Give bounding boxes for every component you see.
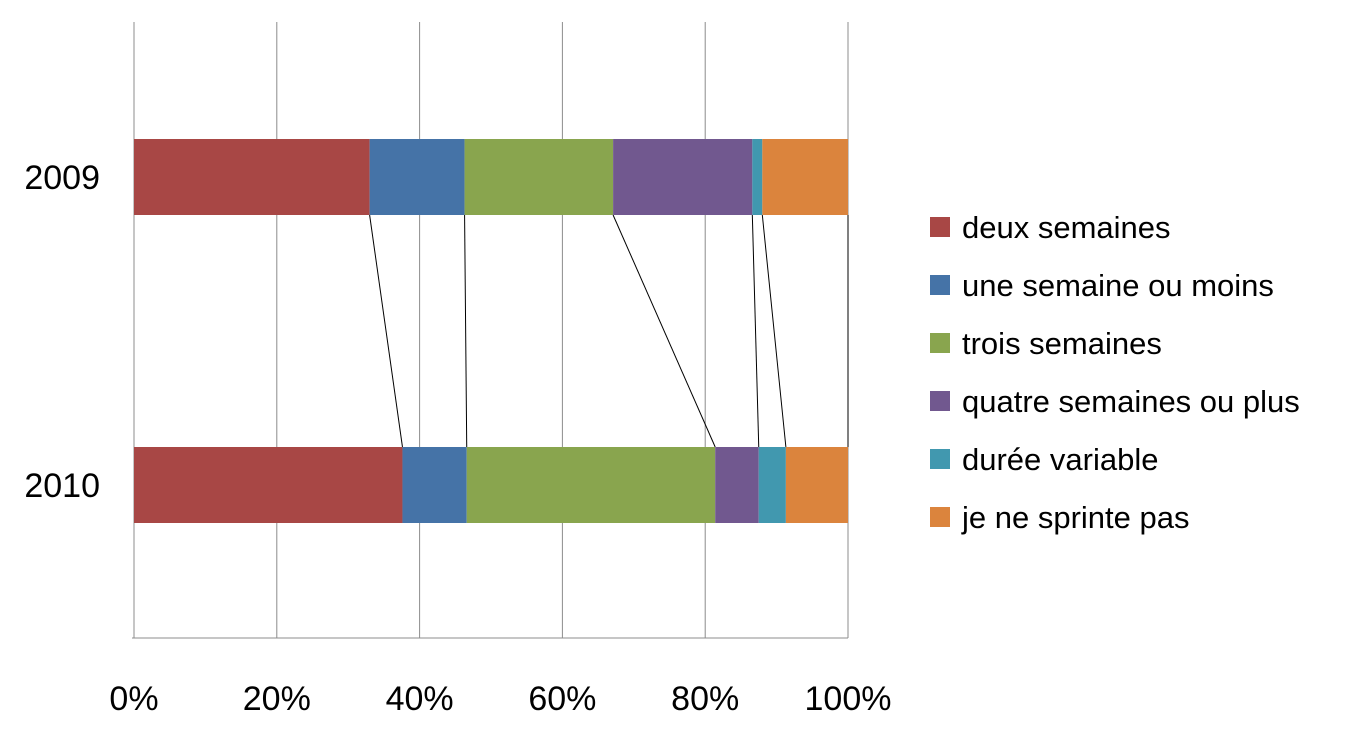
- bar-segment: [464, 139, 614, 215]
- series-line: [612, 214, 716, 448]
- legend-swatch: [930, 449, 950, 469]
- bar-segment: [402, 447, 467, 523]
- legend-swatch: [930, 391, 950, 411]
- bar-segment: [785, 447, 848, 523]
- legend-swatch: [930, 507, 950, 527]
- bar-segment: [613, 139, 753, 215]
- bar-segment: [762, 139, 848, 215]
- legend-swatch: [930, 217, 950, 237]
- bar-segment: [752, 139, 763, 215]
- legend-label: durée variable: [962, 442, 1158, 477]
- x-tick-label: 80%: [671, 680, 739, 718]
- bar-segment: [134, 447, 403, 523]
- bar-segment: [715, 447, 759, 523]
- legend-label: je ne sprinte pas: [961, 500, 1189, 535]
- x-tick-label: 40%: [386, 680, 454, 718]
- x-tick-label: 20%: [243, 680, 311, 718]
- series-line: [464, 214, 468, 448]
- legend-swatch: [930, 275, 950, 295]
- legend-label: trois semaines: [962, 326, 1162, 361]
- y-category-label: 2009: [24, 159, 100, 197]
- series-line: [751, 214, 760, 448]
- legend-label: deux semaines: [962, 210, 1171, 245]
- series-line: [761, 214, 787, 448]
- bar-segment: [758, 447, 786, 523]
- legend-label: quatre semaines ou plus: [962, 384, 1300, 419]
- series-line: [369, 214, 403, 448]
- bar-segment: [134, 139, 370, 215]
- x-tick-label: 100%: [805, 680, 892, 718]
- y-category-label: 2010: [24, 467, 100, 505]
- legend-swatch: [930, 333, 950, 353]
- legend-label: une semaine ou moins: [962, 268, 1274, 303]
- x-tick-label: 0%: [109, 680, 158, 718]
- bar-segment: [466, 447, 716, 523]
- x-tick-label: 60%: [528, 680, 596, 718]
- bar-segment: [369, 139, 465, 215]
